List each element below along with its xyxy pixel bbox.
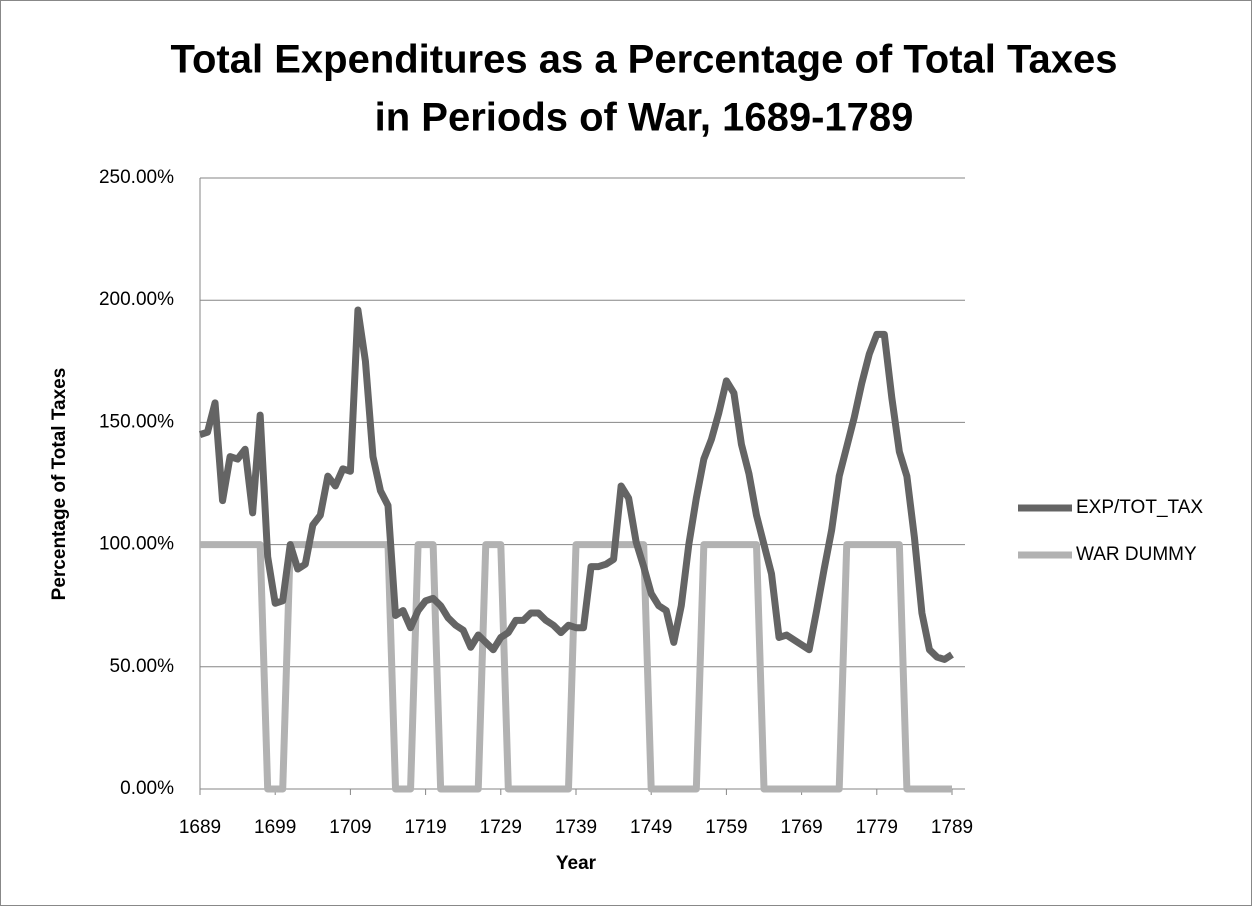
y-tick-label: 200.00%	[99, 289, 174, 310]
x-tick-label: 1779	[856, 817, 898, 838]
x-tick-label: 1709	[329, 817, 371, 838]
x-tick-label: 1769	[780, 817, 822, 838]
series-line	[200, 541, 952, 793]
legend-label: WAR DUMMY	[1076, 544, 1197, 565]
x-tick-label: 1689	[179, 817, 221, 838]
x-axis-title: Year	[556, 853, 597, 874]
y-tick-label: 150.00%	[99, 411, 174, 432]
y-tick-label: 250.00%	[99, 167, 174, 188]
x-tick-label: 1759	[705, 817, 747, 838]
chart-title: in Periods of War, 1689-1789	[375, 96, 914, 140]
legend-label: EXP/TOT_TAX	[1076, 497, 1203, 518]
x-tick-label: 1749	[630, 817, 672, 838]
x-tick-label: 1729	[480, 817, 522, 838]
x-tick-label: 1739	[555, 817, 597, 838]
chart-title: Total Expenditures as a Percentage of To…	[171, 38, 1118, 82]
x-tick-label: 1789	[931, 817, 973, 838]
y-axis-title: Percentage of Total Taxes	[49, 368, 70, 601]
y-tick-label: 0.00%	[120, 778, 174, 799]
x-tick-label: 1699	[254, 817, 296, 838]
y-tick-label: 100.00%	[99, 534, 174, 555]
series-line	[198, 306, 954, 663]
x-tick-label: 1719	[404, 817, 446, 838]
y-tick-label: 50.00%	[110, 656, 175, 677]
